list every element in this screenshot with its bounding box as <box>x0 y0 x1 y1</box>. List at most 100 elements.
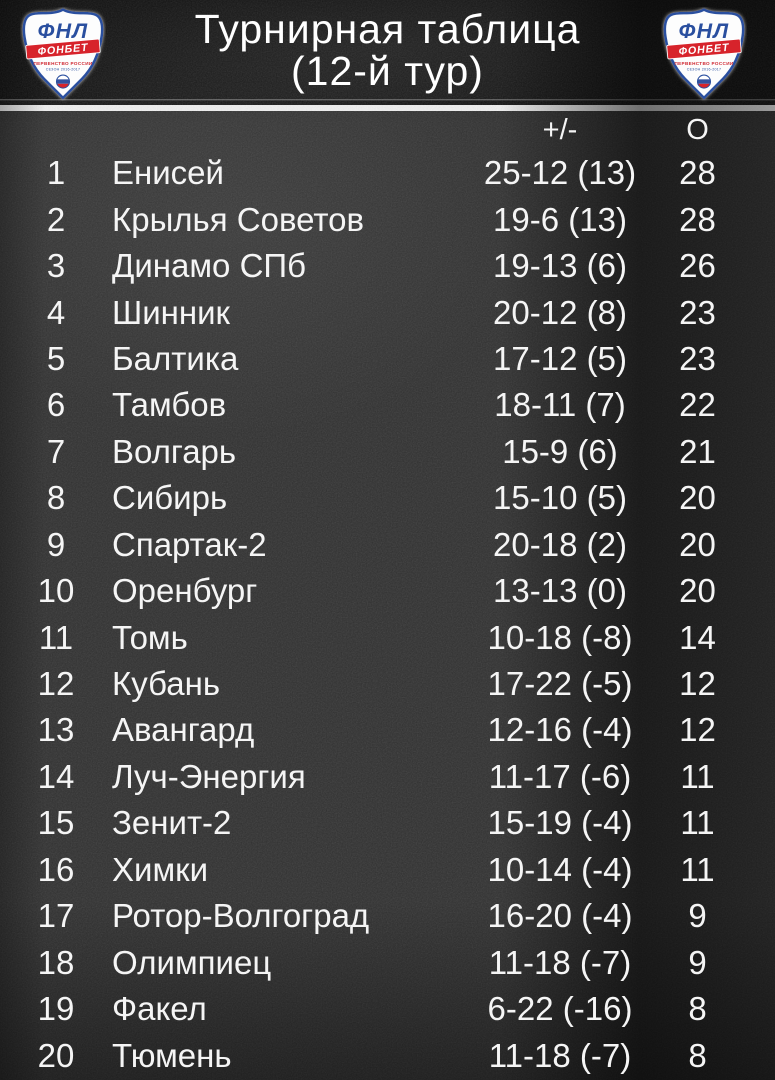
points-cell: 20 <box>679 479 716 517</box>
points-cell: 14 <box>679 618 716 656</box>
goal-diff-cell: 13-13 (0) <box>493 572 627 610</box>
rank-cell: 8 <box>46 479 66 517</box>
points-cell: 20 <box>679 572 716 610</box>
points-cell: 12 <box>679 665 716 703</box>
rank-cell: 13 <box>37 711 75 749</box>
team-cell: Енисей <box>112 154 224 192</box>
table-row: 11 Томь 10-18 (-8) 14 <box>0 614 775 660</box>
fnl-logo-left <box>20 7 106 103</box>
table-row: 15 Зенит-2 15-19 (-4) 11 <box>0 800 775 846</box>
goal-diff-cell: 10-14 (-4) <box>487 850 633 888</box>
table-row: 8 Сибирь 15-10 (5) 20 <box>0 475 775 521</box>
table-row: 4 Шинник 20-12 (8) 23 <box>0 289 775 335</box>
goal-diff-cell: 25-12 (13) <box>483 154 637 192</box>
table-row: 3 Динамо СПб 19-13 (6) 26 <box>0 243 775 289</box>
goal-diff-cell: 12-16 (-4) <box>487 711 633 749</box>
points-cell: 8 <box>688 990 707 1028</box>
title-line-2: (12-й тур) <box>291 48 484 94</box>
points-cell: 12 <box>679 711 716 749</box>
points-cell: 9 <box>688 943 707 981</box>
table-row: 12 Кубань 17-22 (-5) 12 <box>0 661 775 707</box>
points-cell: 11 <box>680 804 715 842</box>
goal-diff-cell: 17-22 (-5) <box>487 665 633 703</box>
goal-diff-cell: 15-10 (5) <box>493 479 627 517</box>
points-cell: 28 <box>679 154 716 192</box>
goal-diff-cell: 11-18 (-7) <box>488 943 632 981</box>
team-cell: Зенит-2 <box>112 804 232 842</box>
team-cell: Крылья Советов <box>112 200 365 238</box>
points-cell: 11 <box>680 850 715 888</box>
rank-cell: 1 <box>46 154 66 192</box>
team-cell: Луч-Энергия <box>112 757 306 795</box>
goal-diff-cell: 19-13 (6) <box>493 247 627 285</box>
team-cell: Тамбов <box>112 386 227 424</box>
team-cell: Сибирь <box>112 479 228 517</box>
goal-diff-column-header: +/- <box>542 114 578 146</box>
fnl-logo-right <box>661 7 747 103</box>
goal-diff-cell: 17-12 (5) <box>493 339 627 377</box>
team-cell: Ротор-Волгоград <box>112 897 370 935</box>
rank-cell: 15 <box>37 804 75 842</box>
team-cell: Олимпиец <box>112 943 272 981</box>
team-cell: Кубань <box>112 665 221 703</box>
goal-diff-cell: 11-17 (-6) <box>488 757 632 795</box>
rank-cell: 17 <box>37 897 75 935</box>
table-row: 18 Олимпиец 11-18 (-7) 9 <box>0 939 775 985</box>
table-row: 9 Спартак-2 20-18 (2) 20 <box>0 522 775 568</box>
table-row: 1 Енисей 25-12 (13) 28 <box>0 150 775 196</box>
team-cell: Тюмень <box>112 1036 232 1074</box>
table-row: 14 Луч-Энергия 11-17 (-6) 11 <box>0 754 775 800</box>
rank-cell: 16 <box>37 850 75 888</box>
goal-diff-cell: 16-20 (-4) <box>487 897 633 935</box>
table-row: 16 Химки 10-14 (-4) 11 <box>0 847 775 893</box>
team-cell: Авангард <box>112 711 255 749</box>
table-header-row: +/- О <box>0 111 775 150</box>
points-cell: 23 <box>679 339 716 377</box>
goal-diff-cell: 10-18 (-8) <box>487 618 633 656</box>
title-line-1: Турнирная таблица <box>194 6 581 52</box>
goal-diff-cell: 15-19 (-4) <box>487 804 633 842</box>
rank-cell: 9 <box>46 525 66 563</box>
team-cell: Шинник <box>112 293 230 331</box>
table-row: 19 Факел 6-22 (-16) 8 <box>0 986 775 1032</box>
rank-cell: 3 <box>46 247 66 285</box>
rank-cell: 6 <box>46 386 66 424</box>
goal-diff-cell: 20-18 (2) <box>493 525 627 563</box>
standings-table: +/- О 1 Енисей 25-12 (13) 28 2 Крылья Со… <box>0 111 775 1080</box>
rank-cell: 4 <box>46 293 66 331</box>
rank-cell: 19 <box>37 990 75 1028</box>
team-cell: Химки <box>112 850 209 888</box>
rank-cell: 10 <box>37 572 75 610</box>
team-cell: Томь <box>112 618 188 656</box>
points-cell: 23 <box>679 293 716 331</box>
goal-diff-cell: 20-12 (8) <box>493 293 627 331</box>
table-row: 7 Волгарь 15-9 (6) 21 <box>0 429 775 475</box>
rank-cell: 12 <box>37 665 75 703</box>
rank-cell: 14 <box>37 757 75 795</box>
points-cell: 20 <box>679 525 716 563</box>
rank-cell: 11 <box>38 618 74 656</box>
table-row: 17 Ротор-Волгоград 16-20 (-4) 9 <box>0 893 775 939</box>
points-cell: 11 <box>680 757 715 795</box>
points-cell: 21 <box>679 432 716 470</box>
team-cell: Динамо СПб <box>112 247 307 285</box>
table-body: 1 Енисей 25-12 (13) 28 2 Крылья Советов … <box>0 150 775 1079</box>
goal-diff-cell: 18-11 (7) <box>494 386 626 424</box>
table-row: 10 Оренбург 13-13 (0) 20 <box>0 568 775 614</box>
rank-cell: 2 <box>46 200 66 238</box>
points-cell: 8 <box>688 1036 707 1074</box>
rank-cell: 5 <box>46 339 66 377</box>
goal-diff-cell: 11-18 (-7) <box>488 1036 632 1074</box>
table-row: 2 Крылья Советов 19-6 (13) 28 <box>0 196 775 242</box>
points-cell: 22 <box>679 386 716 424</box>
goal-diff-cell: 19-6 (13) <box>493 200 627 238</box>
team-cell: Волгарь <box>112 432 237 470</box>
table-row: 13 Авангард 12-16 (-4) 12 <box>0 707 775 753</box>
team-cell: Спартак-2 <box>112 525 267 563</box>
points-column-header: О <box>686 114 709 146</box>
team-cell: Факел <box>112 990 207 1028</box>
rank-cell: 7 <box>46 432 66 470</box>
points-cell: 28 <box>679 200 716 238</box>
